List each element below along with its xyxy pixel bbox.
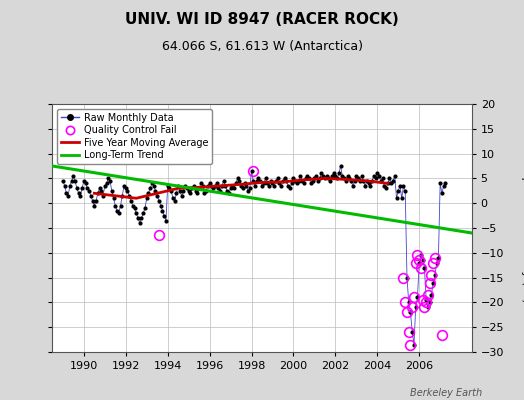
Legend: Raw Monthly Data, Quality Control Fail, Five Year Moving Average, Long-Term Tren: Raw Monthly Data, Quality Control Fail, … <box>57 109 212 164</box>
Y-axis label: Temperature Anomaly (°C): Temperature Anomaly (°C) <box>521 154 524 302</box>
Text: 64.066 S, 61.613 W (Antarctica): 64.066 S, 61.613 W (Antarctica) <box>161 40 363 53</box>
Text: UNIV. WI ID 8947 (RACER ROCK): UNIV. WI ID 8947 (RACER ROCK) <box>125 12 399 27</box>
Text: Berkeley Earth: Berkeley Earth <box>410 388 482 398</box>
